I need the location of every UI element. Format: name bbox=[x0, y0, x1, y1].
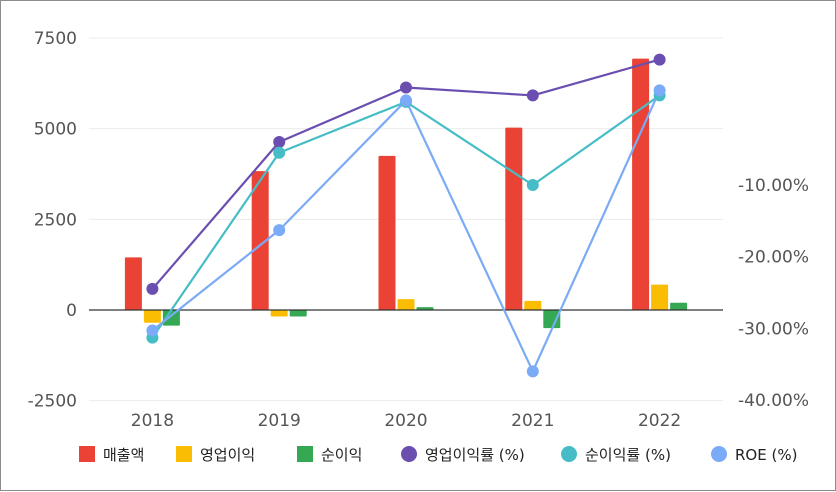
data-point bbox=[526, 89, 539, 102]
data-point bbox=[273, 224, 286, 237]
bar bbox=[416, 307, 434, 310]
legend-label: ROE (%) bbox=[735, 446, 797, 464]
y-right-tick-label: -40.00% bbox=[738, 391, 809, 411]
data-point bbox=[273, 146, 286, 159]
data-point bbox=[526, 179, 539, 191]
legend-label: 순이익 bbox=[321, 446, 362, 464]
x-tick-label: 2022 bbox=[638, 411, 681, 431]
y-left-tick-label: 2500 bbox=[34, 210, 77, 230]
bar bbox=[378, 155, 396, 310]
bar bbox=[143, 310, 161, 323]
data-point bbox=[400, 94, 412, 107]
bar bbox=[670, 302, 688, 310]
y-left-tick-label: 7500 bbox=[34, 29, 77, 49]
data-point bbox=[653, 84, 666, 97]
x-tick-label: 2018 bbox=[131, 411, 174, 431]
series-line bbox=[151, 89, 661, 373]
bar bbox=[524, 300, 542, 310]
series-line bbox=[151, 58, 660, 290]
legend-label: 영업이익률 (%) bbox=[425, 446, 525, 464]
legend-label: 영업이익 bbox=[200, 446, 255, 464]
bar bbox=[124, 257, 142, 310]
legend-label: 매출액 bbox=[103, 446, 144, 464]
legend-label: 순이익률 (%) bbox=[585, 446, 671, 464]
data-point bbox=[146, 324, 159, 337]
y-left-tick-label: -2500 bbox=[28, 392, 77, 412]
y-left-tick-label: 5000 bbox=[34, 120, 77, 140]
data-point bbox=[653, 53, 666, 66]
bar bbox=[543, 310, 561, 329]
bar bbox=[289, 310, 307, 317]
data-point bbox=[273, 136, 286, 148]
legend-swatch bbox=[711, 446, 727, 462]
y-right-tick-label: -20.00% bbox=[738, 248, 809, 268]
bar bbox=[270, 310, 288, 317]
legend-swatch bbox=[79, 446, 95, 462]
legend-swatch bbox=[297, 446, 313, 462]
y-left-tick-label: 0 bbox=[66, 301, 77, 321]
bar bbox=[397, 299, 415, 310]
bar bbox=[632, 58, 650, 311]
x-tick-label: 2019 bbox=[258, 411, 301, 431]
data-point bbox=[526, 365, 539, 378]
legend-swatch bbox=[176, 446, 192, 462]
bar bbox=[251, 171, 269, 310]
y-right-tick-label: -30.00% bbox=[738, 319, 809, 339]
bar bbox=[651, 284, 669, 310]
bar bbox=[505, 127, 523, 310]
data-point bbox=[400, 81, 412, 94]
legend-swatch bbox=[401, 446, 417, 462]
bar bbox=[162, 310, 180, 326]
y-right-tick-label: -10.00% bbox=[738, 176, 809, 196]
x-tick-label: 2020 bbox=[384, 411, 427, 431]
data-point bbox=[146, 282, 159, 295]
x-tick-label: 2021 bbox=[511, 411, 554, 431]
legend-swatch bbox=[561, 446, 577, 462]
